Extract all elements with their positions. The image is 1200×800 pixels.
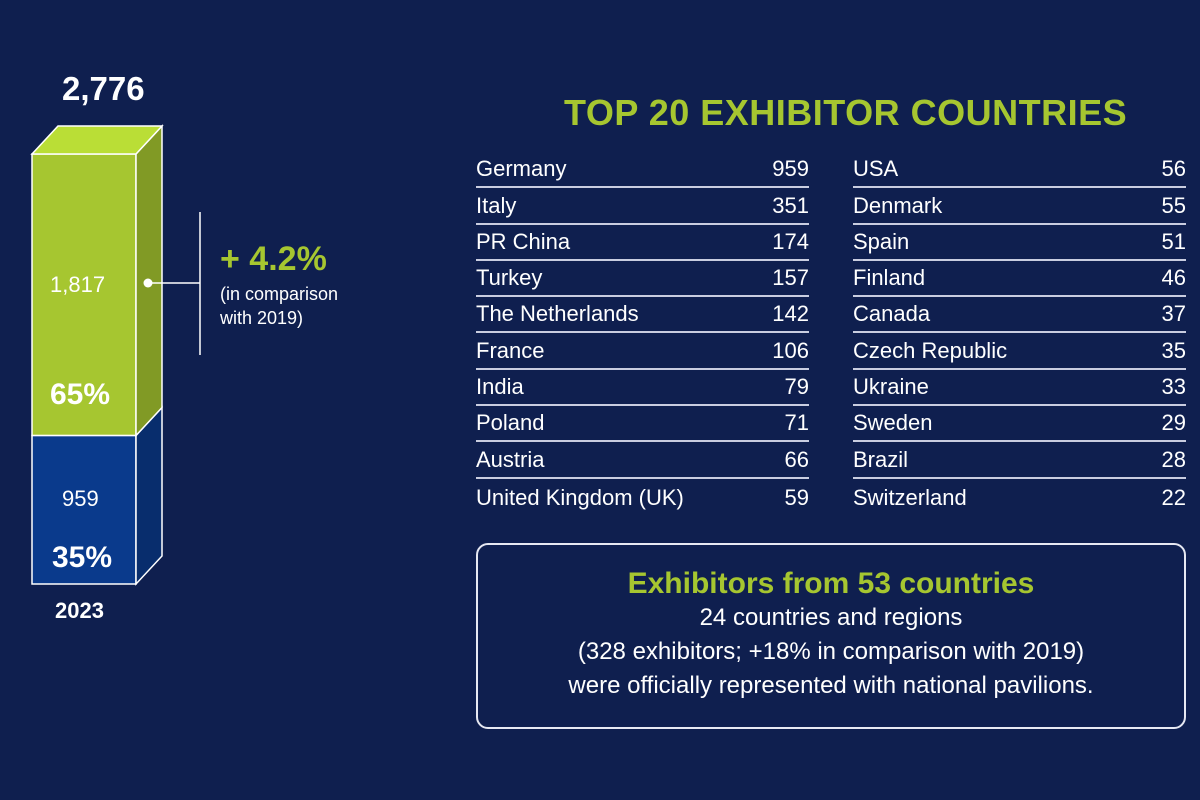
table-row: Ukraine 33 — [853, 370, 1186, 407]
exhibitor-count: 157 — [772, 265, 809, 291]
country-name: Denmark — [853, 192, 943, 218]
change-note-line1: (in comparison — [220, 284, 339, 304]
bar-segment-0-front — [31, 434, 137, 585]
country-name: PR China — [476, 228, 571, 254]
table-row: France 106 — [476, 333, 809, 370]
bar-top-face — [30, 125, 164, 155]
table-row: Czech Republic 35 — [853, 333, 1186, 370]
table-row: Austria 66 — [476, 442, 809, 479]
info-line-1: 24 countries and regions — [699, 604, 963, 631]
exhibitor-count: 33 — [1161, 374, 1186, 400]
bar-segment-bottom-percent: 35% — [52, 541, 113, 574]
bar-category-label: 2023 — [55, 598, 104, 623]
country-name: Austria — [476, 446, 545, 472]
country-name: Brazil — [853, 446, 909, 472]
bar-total-label: 2,776 — [62, 70, 145, 107]
exhibitor-count: 56 — [1161, 156, 1186, 182]
change-percent: + 4.2% — [220, 240, 327, 278]
table-row: Switzerland 22 — [853, 479, 1186, 515]
exhibitor-count: 66 — [784, 446, 809, 472]
country-name: Canada — [853, 301, 931, 327]
info-heading: Exhibitors from 53 countries — [627, 567, 1035, 600]
country-name: Sweden — [853, 410, 933, 436]
info-line-2: (328 exhibitors; +18% in comparison with… — [577, 638, 1085, 665]
country-table-left: Germany 959 Italy 351 PR China 174 Turkey 157 Th… — [476, 152, 809, 515]
bar-segment-top-percent: 65% — [50, 378, 111, 411]
country-name: Spain — [853, 228, 910, 254]
table-row: India 79 — [476, 370, 809, 407]
country-name: France — [476, 337, 545, 363]
table-row: USA 56 — [853, 152, 1186, 189]
country-name: Turkey — [476, 265, 543, 291]
country-name: Ukraine — [853, 374, 929, 400]
exhibitor-count: 29 — [1161, 410, 1186, 436]
exhibitor-count: 142 — [772, 301, 809, 327]
table-row: Germany 959 — [476, 152, 809, 189]
table-row: Italy 351 — [476, 188, 809, 225]
table-row: United Kingdom (UK) 59 — [476, 479, 809, 515]
exhibitor-count: 351 — [772, 192, 809, 218]
country-name: Finland — [853, 265, 926, 291]
exhibitor-count: 37 — [1161, 301, 1186, 327]
info-box: Exhibitors from 53 countries 24 countrie… — [476, 543, 1186, 729]
table-row: Finland 46 — [853, 261, 1186, 298]
exhibitor-count: 79 — [784, 374, 809, 400]
country-table-right: USA 56 Denmark 55 Spain 51 Finland 46 Canada 37 Cz… — [853, 152, 1186, 515]
table-row: Spain 51 — [853, 225, 1186, 261]
exhibitor-count: 51 — [1161, 228, 1186, 254]
exhibitor-count: 59 — [784, 484, 809, 510]
bar-segment-bottom-value: 959 — [62, 486, 99, 511]
change-note: (in comparison with 2019) — [220, 282, 390, 330]
exhibitor-count: 22 — [1161, 484, 1186, 510]
table-row: Turkey 157 — [476, 261, 809, 298]
change-note-line2: with 2019) — [220, 308, 304, 328]
table-row: Canada 37 — [853, 297, 1186, 334]
table-row: Poland 71 — [476, 406, 809, 443]
bar-segment-1-front — [31, 153, 137, 437]
country-name: India — [476, 374, 524, 400]
stacked-bar-chart — [30, 124, 201, 586]
exhibitor-count: 46 — [1161, 265, 1186, 291]
table-row: PR China 174 — [476, 225, 809, 261]
exhibitor-count: 174 — [772, 228, 809, 254]
table-row: Denmark 55 — [853, 188, 1186, 225]
exhibitor-count: 35 — [1161, 337, 1186, 363]
exhibitor-count: 71 — [784, 410, 809, 436]
country-name: Italy — [476, 192, 517, 218]
exhibitor-count: 959 — [772, 156, 809, 182]
table-row: Brazil 28 — [853, 442, 1186, 479]
country-name: USA — [853, 156, 899, 182]
bar-segment-0-side — [135, 405, 163, 586]
table-title: TOP 20 EXHIBITOR COUNTRIES — [564, 92, 1128, 133]
country-name: Czech Republic — [853, 337, 1008, 363]
country-name: United Kingdom (UK) — [476, 484, 684, 510]
country-name: Germany — [476, 156, 567, 182]
exhibitor-count: 106 — [772, 337, 809, 363]
table-row: Sweden 29 — [853, 406, 1186, 443]
bar-segment-top-value: 1,817 — [50, 272, 106, 297]
exhibitor-count: 55 — [1161, 192, 1186, 218]
info-line-3: were officially represented with nationa… — [568, 672, 1094, 699]
exhibitor-count: 28 — [1161, 446, 1186, 472]
table-row: The Netherlands 142 — [476, 297, 809, 334]
country-name: Switzerland — [853, 484, 967, 510]
country-name: The Netherlands — [476, 301, 639, 327]
country-name: Poland — [476, 410, 545, 436]
